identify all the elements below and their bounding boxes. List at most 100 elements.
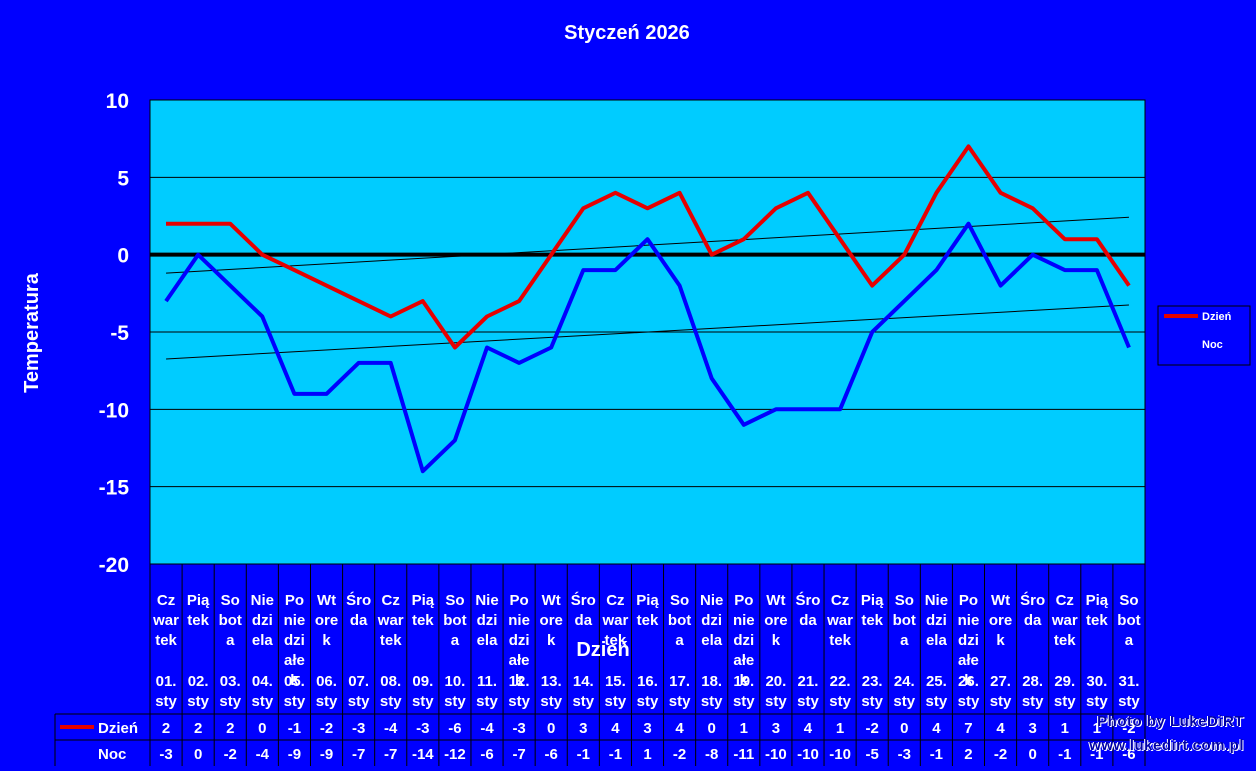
date-label: sty xyxy=(605,693,627,710)
date-label: 24. xyxy=(894,673,915,690)
table-value-night: 1 xyxy=(643,746,651,763)
y-tick-label: 0 xyxy=(117,245,129,268)
day-name-label: So xyxy=(1119,592,1138,609)
day-name-label: a xyxy=(675,632,684,649)
date-label: sty xyxy=(444,693,466,710)
day-name-label: dzi xyxy=(733,632,754,649)
table-value-day: 1 xyxy=(740,720,748,737)
day-name-label: Po xyxy=(959,592,978,609)
day-name-label: a xyxy=(900,632,909,649)
day-name-label: ela xyxy=(477,632,499,649)
date-label: 12. xyxy=(509,673,530,690)
date-label: 25. xyxy=(926,673,947,690)
date-label: 04. xyxy=(252,673,273,690)
plot-area-group xyxy=(149,99,1146,565)
y-tick-label: -5 xyxy=(110,322,129,345)
day-name-label: Wt xyxy=(766,592,785,609)
day-name-label: tek xyxy=(861,612,883,629)
day-name-label: ałe xyxy=(509,652,530,669)
date-label: 01. xyxy=(156,673,177,690)
day-name-label: tek xyxy=(412,612,434,629)
table-value-night: -1 xyxy=(609,746,622,763)
date-label: 31. xyxy=(1119,673,1140,690)
day-name-label: Cz xyxy=(1056,592,1074,609)
day-name-label: So xyxy=(670,592,689,609)
day-name-label: Wt xyxy=(542,592,561,609)
table-value-day: 1 xyxy=(1093,720,1101,737)
day-name-label: Nie xyxy=(700,592,723,609)
day-name-label: war xyxy=(377,612,404,629)
date-label: 10. xyxy=(444,673,465,690)
day-name-label: ałe xyxy=(284,652,305,669)
table-value-night: -10 xyxy=(829,746,851,763)
date-label: sty xyxy=(219,693,241,710)
table-row-label-day: Dzień xyxy=(98,720,138,737)
day-name-label: ela xyxy=(252,632,274,649)
day-name-label: dzi xyxy=(701,612,722,629)
day-name-label: Nie xyxy=(925,592,948,609)
table-value-night: -1 xyxy=(1090,746,1103,763)
table-value-day: -1 xyxy=(288,720,301,737)
date-label: sty xyxy=(669,693,691,710)
day-name-label: ela xyxy=(926,632,948,649)
table-value-day: 4 xyxy=(675,720,684,737)
table-value-day: 4 xyxy=(996,720,1005,737)
table-value-day: 4 xyxy=(804,720,813,737)
date-label: sty xyxy=(701,693,723,710)
day-name-label: k xyxy=(515,672,524,689)
date-label: sty xyxy=(1086,693,1108,710)
table-value-day: 3 xyxy=(579,720,587,737)
day-name-label: ałe xyxy=(958,652,979,669)
date-label: sty xyxy=(893,693,915,710)
table-value-night: -1 xyxy=(577,746,590,763)
day-name-label: ore xyxy=(989,612,1012,629)
date-label: 05. xyxy=(284,673,305,690)
date-label: sty xyxy=(155,693,177,710)
date-label: sty xyxy=(861,693,883,710)
table-value-day: 7 xyxy=(964,720,972,737)
day-name-label: bot xyxy=(893,612,916,629)
legend: Dzień Noc xyxy=(1157,305,1251,366)
date-label: sty xyxy=(958,693,980,710)
table-value-day: 0 xyxy=(900,720,908,737)
table-value-day: 2 xyxy=(226,720,234,737)
day-name-label: nie xyxy=(284,612,306,629)
date-label: 08. xyxy=(380,673,401,690)
table-value-night: -1 xyxy=(930,746,943,763)
day-name-label: dzi xyxy=(284,632,305,649)
day-name-label: k xyxy=(772,632,781,649)
date-label: sty xyxy=(797,693,819,710)
table-value-day: -2 xyxy=(866,720,879,737)
y-tick-label: -20 xyxy=(99,554,129,577)
website-credit: www.lukedirt.com.pl xyxy=(1089,737,1244,754)
table-value-night: 2 xyxy=(964,746,972,763)
day-name-label: Wt xyxy=(317,592,336,609)
date-label: sty xyxy=(637,693,659,710)
day-name-label: k xyxy=(290,672,299,689)
day-name-label: war xyxy=(1051,612,1078,629)
day-name-label: Nie xyxy=(251,592,274,609)
table-value-night: -6 xyxy=(1122,746,1135,763)
day-name-label: nie xyxy=(958,612,980,629)
day-name-label: Po xyxy=(510,592,529,609)
day-name-label: Po xyxy=(285,592,304,609)
day-name-label: dzi xyxy=(926,612,947,629)
date-label: sty xyxy=(187,693,209,710)
date-label: sty xyxy=(251,693,273,710)
day-name-label: Pią xyxy=(412,592,435,609)
series-line-day xyxy=(166,144,1131,350)
date-label: sty xyxy=(765,693,787,710)
day-name-label: da xyxy=(1024,612,1042,629)
date-label: 26. xyxy=(958,673,979,690)
y-tick-label: 10 xyxy=(106,90,129,113)
day-name-label: Cz xyxy=(382,592,400,609)
date-label: 16. xyxy=(637,673,658,690)
table-value-night: -4 xyxy=(256,746,270,763)
day-name-label: Śro xyxy=(795,591,820,609)
table-value-night: -2 xyxy=(994,746,1007,763)
day-name-label: k xyxy=(547,632,556,649)
day-name-label: da xyxy=(350,612,368,629)
day-name-label: k xyxy=(322,632,331,649)
table-value-night: -6 xyxy=(480,746,493,763)
